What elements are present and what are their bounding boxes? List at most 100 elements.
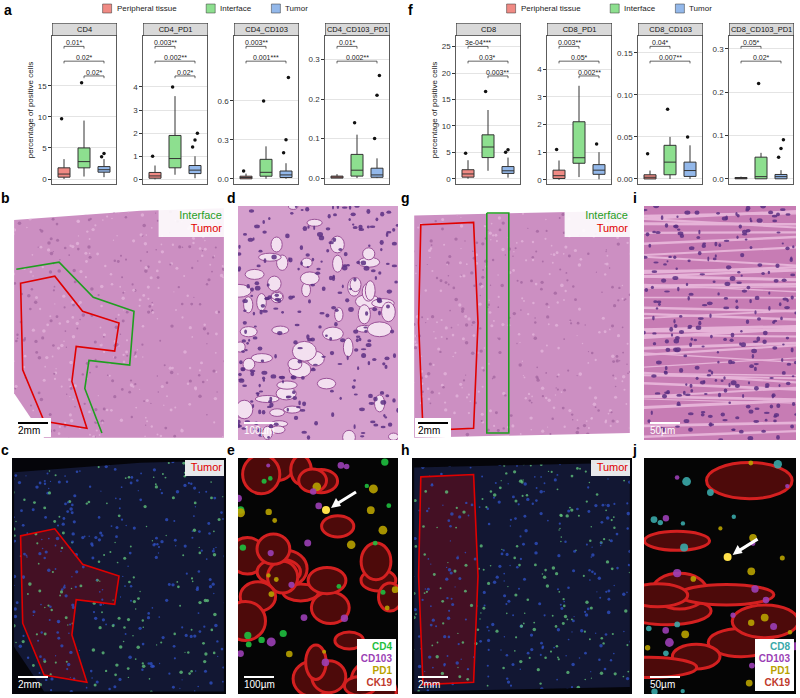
svg-text:h: h bbox=[401, 442, 410, 458]
svg-text:CD4: CD4 bbox=[372, 641, 392, 652]
svg-text:CK19: CK19 bbox=[366, 677, 392, 688]
svg-text:e: e bbox=[227, 442, 235, 458]
svg-text:Interface: Interface bbox=[624, 4, 656, 13]
svg-text:Tumor: Tumor bbox=[285, 4, 308, 13]
svg-text:0.03*: 0.03* bbox=[479, 54, 496, 61]
svg-text:0.003**: 0.003** bbox=[245, 39, 268, 46]
svg-text:25: 25 bbox=[442, 42, 451, 51]
svg-text:percentage of positive cells: percentage of positive cells bbox=[430, 62, 439, 159]
svg-text:2mm: 2mm bbox=[18, 425, 40, 436]
svg-text:3: 3 bbox=[537, 93, 542, 102]
svg-text:0.0: 0.0 bbox=[308, 174, 320, 183]
svg-text:Peripheral tissue: Peripheral tissue bbox=[117, 4, 177, 13]
svg-text:0.05*: 0.05* bbox=[743, 39, 760, 46]
svg-text:5: 5 bbox=[446, 148, 451, 157]
svg-text:100µm: 100µm bbox=[244, 679, 275, 690]
svg-text:g: g bbox=[401, 190, 410, 206]
svg-text:0.01*: 0.01* bbox=[339, 39, 356, 46]
svg-text:CD4_PD1: CD4_PD1 bbox=[159, 25, 193, 34]
svg-text:1: 1 bbox=[537, 148, 542, 157]
svg-text:j: j bbox=[632, 442, 637, 458]
svg-text:0.003**: 0.003** bbox=[486, 69, 509, 76]
svg-text:0.05: 0.05 bbox=[617, 133, 633, 142]
svg-text:15: 15 bbox=[442, 95, 451, 104]
svg-text:0.0: 0.0 bbox=[217, 175, 229, 184]
svg-text:2: 2 bbox=[537, 120, 542, 129]
svg-text:0.1: 0.1 bbox=[308, 134, 320, 143]
svg-text:PD1: PD1 bbox=[771, 665, 791, 676]
svg-text:0.002**: 0.002** bbox=[346, 54, 369, 61]
svg-text:0.02*: 0.02* bbox=[76, 54, 93, 61]
svg-text:0.01*: 0.01* bbox=[66, 39, 83, 46]
svg-text:Tumor: Tumor bbox=[597, 461, 629, 473]
svg-text:5: 5 bbox=[42, 144, 47, 153]
svg-text:0.007**: 0.007** bbox=[659, 54, 682, 61]
svg-text:CD4_CD103_PD1: CD4_CD103_PD1 bbox=[327, 25, 388, 34]
svg-text:CK19: CK19 bbox=[764, 677, 790, 688]
svg-text:0.2: 0.2 bbox=[308, 95, 320, 104]
svg-text:CD103: CD103 bbox=[361, 653, 393, 664]
svg-text:0.15: 0.15 bbox=[617, 49, 633, 58]
svg-text:0.05*: 0.05* bbox=[571, 54, 588, 61]
svg-text:CD4_CD103: CD4_CD103 bbox=[245, 25, 288, 34]
svg-text:0.0: 0.0 bbox=[712, 175, 724, 184]
svg-text:f: f bbox=[408, 2, 413, 18]
svg-text:CD8_CD103: CD8_CD103 bbox=[649, 25, 692, 34]
svg-text:0.003**: 0.003** bbox=[558, 39, 581, 46]
svg-text:Tumor: Tumor bbox=[689, 4, 712, 13]
svg-text:CD8_PD1: CD8_PD1 bbox=[563, 25, 597, 34]
svg-text:3: 3 bbox=[133, 106, 138, 115]
svg-text:0: 0 bbox=[537, 176, 542, 185]
svg-text:Tumor: Tumor bbox=[191, 461, 223, 473]
svg-text:2mm: 2mm bbox=[18, 679, 40, 690]
svg-text:0: 0 bbox=[133, 175, 138, 184]
svg-text:2mm: 2mm bbox=[418, 425, 440, 436]
svg-text:50µm: 50µm bbox=[650, 679, 675, 690]
svg-text:0.10: 0.10 bbox=[617, 91, 633, 100]
svg-text:0.04*: 0.04* bbox=[652, 39, 669, 46]
svg-text:i: i bbox=[633, 190, 637, 206]
svg-text:Interface: Interface bbox=[179, 209, 222, 221]
svg-text:b: b bbox=[1, 190, 10, 206]
svg-text:0.02*: 0.02* bbox=[753, 54, 770, 61]
svg-text:0.1: 0.1 bbox=[712, 131, 724, 140]
svg-text:0.003**: 0.003** bbox=[154, 39, 177, 46]
svg-text:0.3: 0.3 bbox=[308, 55, 320, 64]
svg-text:15: 15 bbox=[38, 82, 47, 91]
svg-text:4: 4 bbox=[537, 65, 542, 74]
svg-text:d: d bbox=[227, 190, 236, 206]
svg-text:4: 4 bbox=[133, 83, 138, 92]
svg-text:Interface: Interface bbox=[220, 4, 252, 13]
svg-text:CD103: CD103 bbox=[759, 653, 791, 664]
svg-text:1: 1 bbox=[133, 152, 138, 161]
svg-text:CD8_CD103_PD1: CD8_CD103_PD1 bbox=[731, 25, 792, 34]
svg-text:0.001***: 0.001*** bbox=[253, 54, 279, 61]
svg-text:0.3: 0.3 bbox=[217, 136, 229, 145]
svg-text:Interface: Interface bbox=[585, 209, 628, 221]
svg-text:50µm: 50µm bbox=[650, 425, 675, 436]
svg-text:Tumor: Tumor bbox=[597, 222, 629, 234]
svg-text:c: c bbox=[1, 442, 9, 458]
svg-text:percentage of positive cells: percentage of positive cells bbox=[26, 62, 35, 158]
svg-text:CD8: CD8 bbox=[770, 641, 790, 652]
svg-text:2mm: 2mm bbox=[418, 679, 440, 690]
svg-text:2: 2 bbox=[133, 129, 138, 138]
svg-text:0.002**: 0.002** bbox=[578, 69, 601, 76]
svg-text:10: 10 bbox=[442, 122, 451, 131]
svg-text:PD1: PD1 bbox=[373, 665, 393, 676]
svg-text:0: 0 bbox=[446, 175, 451, 184]
svg-text:0.02*: 0.02* bbox=[86, 69, 103, 76]
svg-text:CD8: CD8 bbox=[481, 25, 496, 34]
svg-text:0.02*: 0.02* bbox=[177, 69, 194, 76]
svg-text:Peripheral tissue: Peripheral tissue bbox=[521, 4, 581, 13]
svg-text:CD4: CD4 bbox=[77, 25, 92, 34]
svg-text:0.3: 0.3 bbox=[712, 45, 724, 54]
svg-text:20: 20 bbox=[442, 69, 451, 78]
svg-text:0.2: 0.2 bbox=[712, 88, 724, 97]
svg-text:0: 0 bbox=[42, 175, 47, 184]
svg-text:Tumor: Tumor bbox=[191, 222, 223, 234]
svg-text:0.00: 0.00 bbox=[617, 175, 633, 184]
svg-text:0.002**: 0.002** bbox=[164, 54, 187, 61]
svg-text:100µm: 100µm bbox=[244, 425, 275, 436]
svg-text:a: a bbox=[4, 2, 12, 18]
